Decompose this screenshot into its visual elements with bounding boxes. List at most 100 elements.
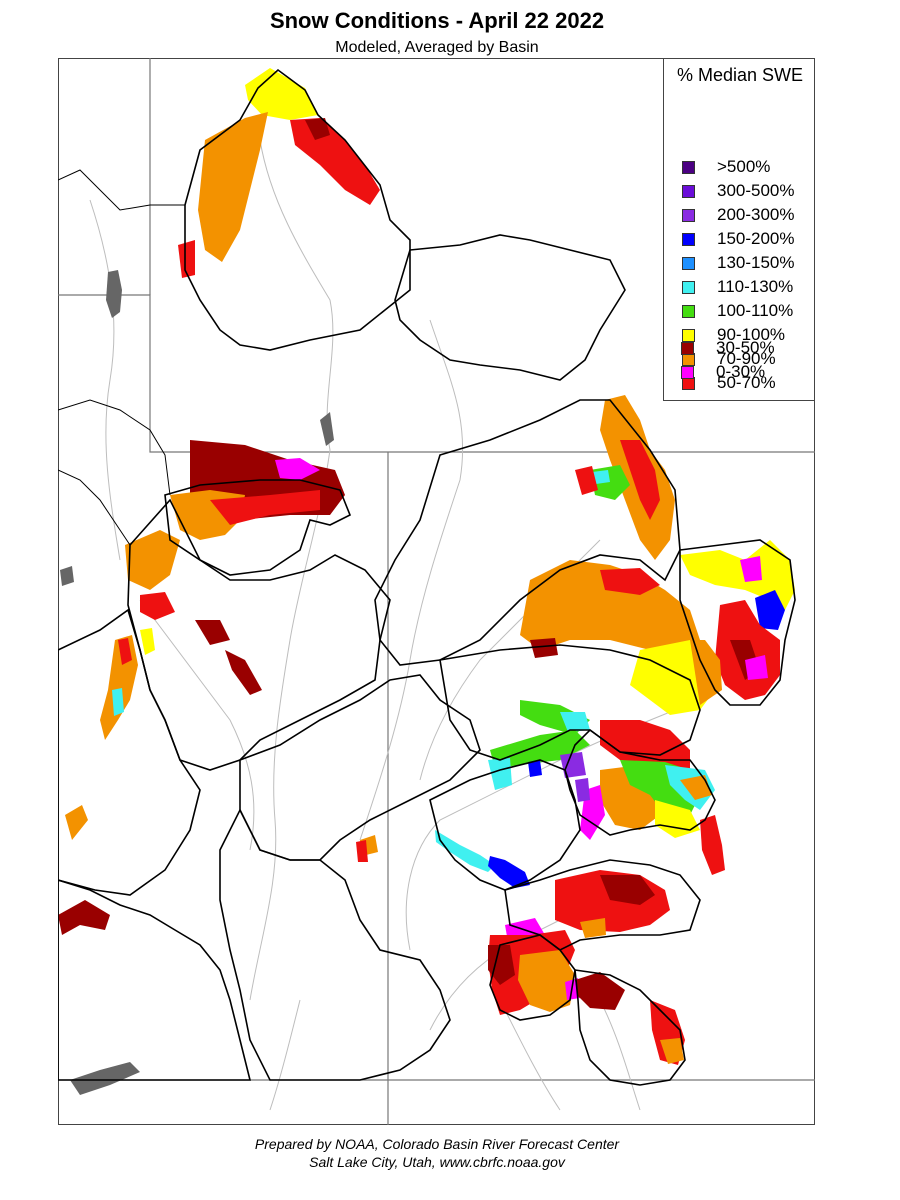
- footer-address: Salt Lake City, Utah, www.cbrfc.noaa.gov: [309, 1154, 565, 1170]
- snow-area-30-50: [600, 875, 655, 905]
- snow-area-30-50: [305, 118, 330, 140]
- snow-area-50-70: [700, 815, 725, 875]
- snow-area-50-70: [575, 466, 598, 495]
- snow-area-70-90: [660, 1038, 684, 1064]
- snow-area-30-50: [225, 650, 262, 695]
- snow-area-70-90: [580, 918, 606, 938]
- snow-area-70-90: [680, 775, 712, 800]
- basin-outline-yampa-east: [679, 539, 796, 706]
- legend-swatch: [681, 342, 694, 355]
- river: [359, 319, 464, 841]
- legend-item: 30-50%: [681, 338, 811, 360]
- river: [499, 999, 561, 1111]
- snow-area-0-30: [740, 556, 762, 582]
- lake: [60, 566, 74, 586]
- snow-area-150-200: [528, 760, 542, 777]
- legend-label: 90-100%: [717, 325, 786, 344]
- legend-swatch: [682, 329, 695, 342]
- basin-outline-green-lower: [219, 808, 451, 1081]
- legend-swatch: [682, 305, 695, 318]
- bear-lake: [106, 270, 122, 318]
- river: [249, 139, 334, 1001]
- legend-swatch: [682, 281, 695, 294]
- snow-area-110-130: [488, 758, 512, 790]
- legend-label: 150-200%: [717, 229, 795, 248]
- snow-area-50-70: [600, 568, 660, 595]
- snow-area-50-70: [620, 440, 660, 520]
- legend-swatch: [682, 257, 695, 270]
- river: [89, 199, 121, 561]
- basin-outline-white: [374, 399, 681, 666]
- snow-area-30-50: [58, 900, 110, 935]
- legend-item: 110-130%: [682, 277, 812, 299]
- snow-area-110-130: [560, 712, 590, 732]
- footer-credit: Prepared by NOAA, Colorado Basin River F…: [254, 1136, 620, 1152]
- snow-area-90-100: [140, 628, 155, 655]
- legend-label: 110-130%: [717, 277, 794, 296]
- snow-area-110-130: [435, 830, 495, 872]
- legend-item: 130-150%: [682, 253, 812, 275]
- legend-label: 30-50%: [716, 338, 775, 357]
- snow-area-50-70: [210, 490, 320, 525]
- lake-powell: [70, 1062, 140, 1095]
- legend-swatch: [682, 161, 695, 174]
- legend-item: 0-30%: [681, 362, 811, 384]
- snow-area-50-70: [118, 638, 132, 665]
- basin-outline-colorado-main: [439, 644, 701, 761]
- snow-area-0-30: [275, 458, 320, 480]
- legend-label: 130-150%: [717, 253, 795, 272]
- legend-label: 70-90%: [717, 349, 776, 368]
- legend-label: 50-70%: [717, 373, 776, 392]
- lake: [320, 412, 334, 446]
- region-lines: [58, 169, 185, 546]
- legend-swatch: [682, 185, 695, 198]
- snow-area-100-110: [490, 730, 590, 768]
- snow-area-30-50: [488, 945, 515, 985]
- basin-outline-animas: [489, 934, 576, 1021]
- snow-area-70-90: [518, 950, 575, 1012]
- river: [139, 599, 255, 851]
- legend-swatch: [682, 233, 695, 246]
- snow-map: [58, 58, 815, 1125]
- snow-area-90-100: [680, 540, 795, 610]
- snow-area-30-50: [575, 972, 625, 1010]
- legend-label: 300-500%: [717, 181, 795, 200]
- basin-outline-dolores: [429, 759, 581, 891]
- map-title: Snow Conditions - April 22 2022: [269, 8, 605, 33]
- snow-area-90-100: [245, 68, 318, 120]
- snow-area-90-100: [655, 800, 700, 838]
- snow-area-150-200: [755, 590, 785, 630]
- river: [599, 999, 641, 1111]
- snow-area-110-130: [592, 470, 610, 484]
- map-subtitle: Modeled, Averaged by Basin: [335, 39, 539, 56]
- legend-label: >500%: [717, 157, 771, 176]
- snow-area-50-70: [178, 240, 195, 278]
- snow-area-0-30: [745, 655, 768, 680]
- river: [269, 999, 301, 1111]
- basin-outline-green-upper: [184, 68, 411, 351]
- snow-area-70-90: [198, 112, 268, 262]
- snow-area-70-90: [125, 530, 180, 590]
- snow-area-50-70: [600, 720, 690, 770]
- snow-area-200-300: [575, 778, 590, 802]
- snow-area-50-70: [290, 118, 380, 205]
- legend-item: 100-110%: [682, 301, 812, 323]
- snow-area-50-70: [140, 592, 175, 620]
- legend-title: % Median SWE: [676, 65, 804, 85]
- region-line: [58, 399, 171, 496]
- legend-item: >500%: [682, 157, 812, 179]
- basin-outline-sevier: [58, 879, 252, 1081]
- snow-area-30-50: [530, 638, 558, 658]
- basin-outline-san-juan-south: [574, 969, 686, 1086]
- snow-area-200-300: [560, 752, 586, 778]
- snow-area-110-130: [112, 688, 124, 716]
- snow-area-30-50: [195, 620, 230, 645]
- basin-outlines: [58, 68, 796, 1086]
- region-line: [58, 469, 131, 546]
- basin-outline-yampa: [394, 234, 626, 381]
- legend-item: 200-300%: [682, 205, 812, 227]
- legend-item: 70-90%: [682, 349, 812, 371]
- snow-area-70-90: [100, 635, 138, 740]
- snow-area-50-70: [356, 840, 368, 862]
- snow-area-150-200: [488, 856, 530, 888]
